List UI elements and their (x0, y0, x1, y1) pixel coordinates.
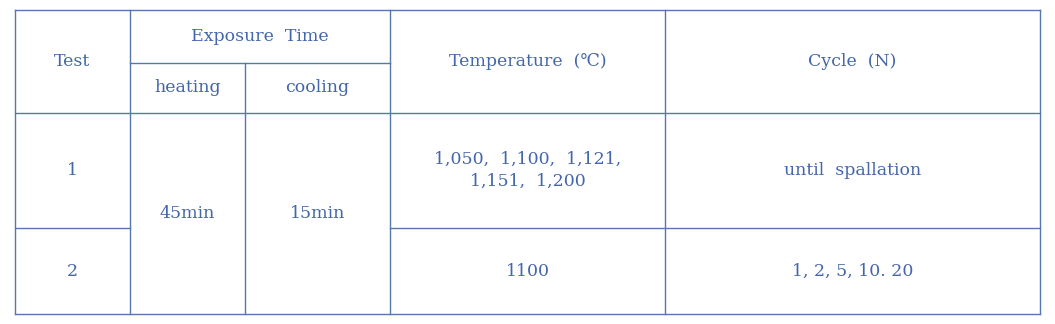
Text: 1, 2, 5, 10. 20: 1, 2, 5, 10. 20 (792, 262, 914, 280)
Text: Exposure  Time: Exposure Time (191, 28, 329, 45)
Text: 1: 1 (68, 162, 78, 179)
Text: 1100: 1100 (505, 262, 550, 280)
Text: until  spallation: until spallation (784, 162, 921, 179)
Text: 1,151,  1,200: 1,151, 1,200 (469, 173, 586, 190)
Text: 1,050,  1,100,  1,121,: 1,050, 1,100, 1,121, (434, 151, 621, 168)
Text: Test: Test (55, 53, 91, 70)
Text: 2: 2 (66, 262, 78, 280)
Text: cooling: cooling (286, 79, 349, 97)
Text: Cycle  (N): Cycle (N) (808, 53, 897, 70)
Text: 45min: 45min (159, 205, 215, 222)
Text: 15min: 15min (290, 205, 345, 222)
Text: heating: heating (154, 79, 220, 97)
Text: Temperature  (℃): Temperature (℃) (448, 53, 607, 70)
